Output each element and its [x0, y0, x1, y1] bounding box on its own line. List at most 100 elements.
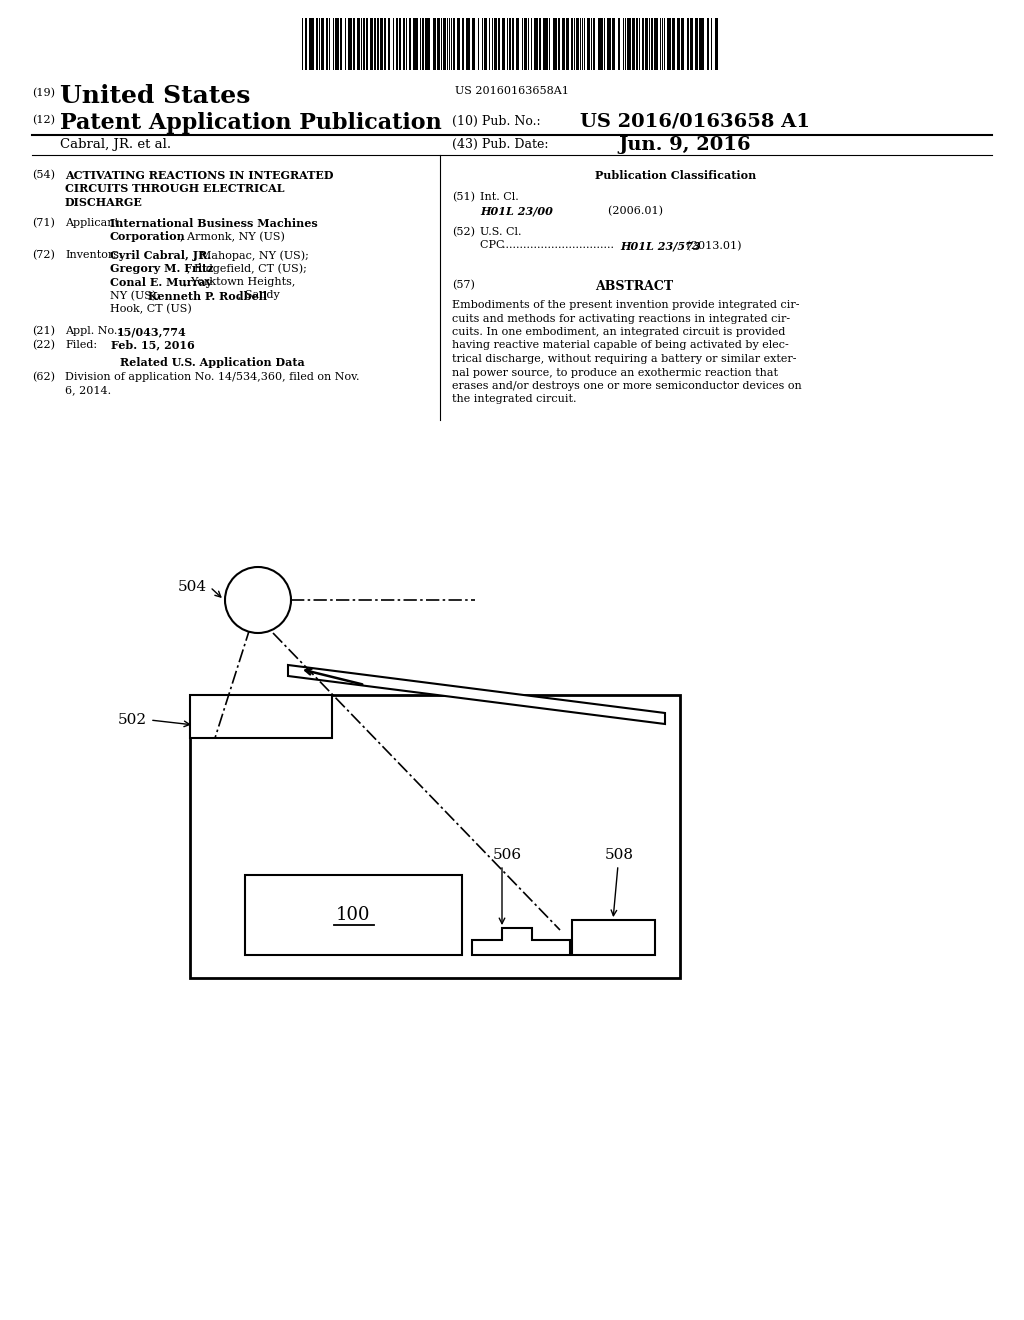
Bar	[466, 18, 470, 70]
Bar	[690, 18, 693, 70]
Bar	[190, 696, 332, 738]
Bar	[399, 18, 401, 70]
Text: (2006.01): (2006.01)	[580, 206, 663, 215]
Text: Kenneth P. Rodbell: Kenneth P. Rodbell	[148, 290, 267, 301]
Bar	[607, 18, 611, 70]
Bar	[353, 18, 355, 70]
Text: Feb. 15, 2016: Feb. 15, 2016	[111, 339, 195, 351]
Bar	[654, 18, 658, 70]
Circle shape	[225, 568, 291, 634]
Bar	[335, 18, 339, 70]
Text: Publication Classification: Publication Classification	[595, 170, 757, 181]
Bar	[575, 18, 579, 70]
Text: (43) Pub. Date:: (43) Pub. Date:	[452, 139, 549, 150]
Bar	[524, 18, 527, 70]
Polygon shape	[288, 665, 665, 723]
Bar	[512, 18, 514, 70]
Bar	[553, 18, 557, 70]
Polygon shape	[472, 928, 570, 954]
Text: Cabral, JR. et al.: Cabral, JR. et al.	[60, 139, 171, 150]
Text: DISCHARGE: DISCHARGE	[65, 197, 143, 209]
Text: 502: 502	[118, 713, 147, 727]
Bar	[562, 18, 565, 70]
Bar	[396, 18, 398, 70]
Text: (51): (51)	[452, 191, 475, 202]
Text: (62): (62)	[32, 371, 55, 381]
Text: H01L 23/573: H01L 23/573	[620, 240, 700, 252]
Text: having reactive material capable of being activated by elec-: having reactive material capable of bein…	[452, 341, 788, 351]
Bar	[472, 18, 475, 70]
Text: , Sandy: , Sandy	[238, 290, 280, 301]
Text: Corporation: Corporation	[110, 231, 185, 243]
Text: cuits and methods for activating reactions in integrated cir-: cuits and methods for activating reactio…	[452, 314, 791, 323]
Bar	[340, 18, 342, 70]
Text: erases and/or destroys one or more semiconductor devices on: erases and/or destroys one or more semic…	[452, 381, 802, 391]
Text: nal power source, to produce an exothermic reaction that: nal power source, to produce an exotherm…	[452, 367, 778, 378]
Text: , Ridgefield, CT (US);: , Ridgefield, CT (US);	[187, 264, 307, 275]
Text: Hook, CT (US): Hook, CT (US)	[110, 304, 191, 314]
Bar	[598, 18, 603, 70]
Bar	[377, 18, 379, 70]
Text: 15/043,774: 15/043,774	[117, 326, 186, 337]
Bar	[695, 18, 698, 70]
Bar	[687, 18, 689, 70]
Bar	[707, 18, 709, 70]
Text: the integrated circuit.: the integrated circuit.	[452, 395, 577, 404]
Bar	[642, 18, 644, 70]
Bar	[409, 18, 411, 70]
Text: (54): (54)	[32, 170, 55, 181]
Text: Applicant:: Applicant:	[65, 218, 123, 228]
Bar	[413, 18, 418, 70]
Text: Division of application No. 14/534,360, filed on Nov.: Division of application No. 14/534,360, …	[65, 371, 359, 381]
Bar	[558, 18, 560, 70]
Text: (71): (71)	[32, 218, 55, 228]
Bar	[502, 18, 505, 70]
Text: cuits. In one embodiment, an integrated circuit is provided: cuits. In one embodiment, an integrated …	[452, 327, 785, 337]
Text: (22): (22)	[32, 339, 55, 350]
Text: Related U.S. Application Data: Related U.S. Application Data	[120, 358, 305, 368]
Bar	[509, 18, 511, 70]
Text: trical discharge, without requiring a battery or similar exter-: trical discharge, without requiring a ba…	[452, 354, 797, 364]
Bar	[715, 18, 718, 70]
Text: (12): (12)	[32, 115, 55, 125]
Text: Embodiments of the present invention provide integrated cir-: Embodiments of the present invention pro…	[452, 300, 800, 310]
Bar	[677, 18, 680, 70]
Text: Filed:: Filed:	[65, 339, 97, 350]
Bar	[636, 18, 638, 70]
Bar	[357, 18, 360, 70]
Text: 506: 506	[493, 847, 522, 862]
Bar	[618, 18, 620, 70]
Bar	[437, 18, 440, 70]
Bar	[462, 18, 464, 70]
Bar	[587, 18, 590, 70]
Bar	[362, 18, 365, 70]
Text: Patent Application Publication: Patent Application Publication	[60, 112, 441, 135]
Text: CPC: CPC	[480, 240, 508, 251]
Text: Gregory M. Fritz: Gregory M. Fritz	[110, 264, 213, 275]
Bar	[699, 18, 705, 70]
Text: 504: 504	[178, 579, 207, 594]
Text: International Business Machines: International Business Machines	[110, 218, 317, 228]
Text: (72): (72)	[32, 249, 55, 260]
Bar	[370, 18, 373, 70]
Text: US 20160163658A1: US 20160163658A1	[455, 86, 569, 96]
Text: (21): (21)	[32, 326, 55, 337]
Bar	[457, 18, 460, 70]
Bar	[374, 18, 376, 70]
Text: 6, 2014.: 6, 2014.	[65, 385, 112, 395]
Bar	[566, 18, 569, 70]
Bar	[632, 18, 635, 70]
Bar	[571, 18, 573, 70]
Text: United States: United States	[60, 84, 251, 108]
Text: Jun. 9, 2016: Jun. 9, 2016	[618, 136, 751, 154]
Bar	[384, 18, 386, 70]
Text: ................................: ................................	[502, 240, 617, 251]
Bar	[425, 18, 430, 70]
Text: (52): (52)	[452, 227, 475, 238]
Text: Conal E. Murray: Conal E. Murray	[110, 277, 212, 288]
Bar	[321, 18, 324, 70]
Text: 508: 508	[605, 847, 634, 862]
Bar	[612, 18, 615, 70]
Text: , Mahopac, NY (US);: , Mahopac, NY (US);	[193, 249, 309, 260]
Bar	[534, 18, 538, 70]
